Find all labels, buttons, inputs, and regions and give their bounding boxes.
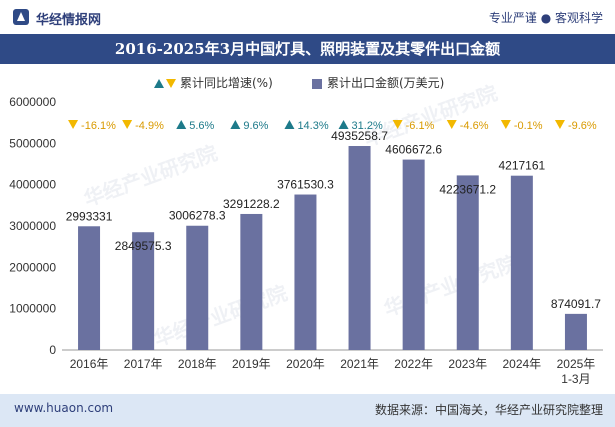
y-tick-label: 6000000 (9, 95, 56, 109)
growth-label: 14.3% (297, 120, 328, 132)
x-tick-label: 2018年 (178, 357, 217, 371)
growth-up-marker (338, 120, 349, 129)
slogan: 专业严谨 ● 客观科学 (488, 11, 603, 25)
bar-value-label: 3291228.2 (223, 197, 280, 211)
chart-title: 2016-2025年3月中国灯具、照明装置及其零件出口金额 (0, 34, 615, 64)
growth-label: -0.1% (514, 120, 543, 132)
bar (186, 225, 209, 350)
footer-site[interactable]: www.huaon.com (14, 401, 114, 415)
growth-label: 31.2% (352, 120, 383, 132)
x-tick-label: 2025年 (557, 357, 596, 371)
x-tick-label: 2020年 (286, 357, 325, 371)
x-tick-label: 2024年 (502, 357, 541, 371)
growth-down-marker (500, 120, 511, 129)
growth-label: 5.6% (189, 120, 214, 132)
bar (348, 146, 371, 350)
huajing-logo-icon (13, 9, 29, 25)
bar-value-label: 3761530.3 (277, 178, 334, 192)
legend-export: 累计出口金额(万美元) (312, 74, 444, 91)
bar (510, 175, 533, 350)
growth-down-marker (392, 120, 403, 129)
growth-label: -6.1% (406, 120, 435, 132)
bar (402, 159, 425, 350)
bar-value-label: 3006278.3 (169, 209, 226, 223)
growth-up-marker (230, 120, 241, 129)
bar-value-label: 4935258.7 (331, 129, 388, 143)
chart-legend: 累计同比增速(%) 累计出口金额(万美元) (0, 72, 615, 92)
triangle-down-icon (166, 79, 176, 88)
header-bar: 华经情报网 专业严谨 ● 客观科学 (0, 0, 615, 34)
bar-value-label: 4217161 (498, 159, 545, 173)
growth-label: -4.6% (460, 120, 489, 132)
legend-growth: 累计同比增速(%) (154, 74, 273, 91)
growth-up-marker (176, 120, 187, 129)
bar (294, 194, 317, 350)
bar (132, 232, 155, 350)
legend-bar-swatch (312, 78, 322, 89)
legend-growth-label: 累计同比增速(%) (180, 76, 273, 90)
y-tick-label: 2000000 (9, 260, 56, 274)
x-tick-label: 2022年 (394, 357, 433, 371)
growth-label: 9.6% (243, 120, 268, 132)
triangle-up-icon (154, 79, 164, 88)
x-tick-label: 2019年 (232, 357, 271, 371)
growth-label: -16.1% (81, 120, 116, 132)
y-tick-label: 5000000 (9, 136, 56, 150)
y-tick-label: 0 (49, 343, 56, 357)
y-tick-label: 3000000 (9, 219, 56, 233)
growth-label: -4.9% (135, 120, 164, 132)
growth-up-marker (284, 120, 295, 129)
y-tick-label: 1000000 (9, 302, 56, 316)
growth-down-marker (446, 120, 457, 129)
bar-value-label: 4606672.6 (385, 143, 442, 157)
footer-source: 数据来源：中国海关，华经产业研究院整理 (374, 403, 603, 417)
bar (240, 213, 263, 350)
bar (78, 226, 101, 350)
x-tick-label: 1-3月 (561, 372, 590, 386)
growth-down-marker (554, 120, 565, 129)
bar (564, 313, 587, 350)
y-tick-label: 4000000 (9, 178, 56, 192)
brand-name[interactable]: 华经情报网 (36, 13, 102, 28)
bar-value-label: 874091.7 (551, 297, 601, 311)
export-bar-chart: 0 1000000 2000000 3000000 4000000 5000000 6000… (9, 95, 603, 386)
bar-value-label: 2993331 (66, 209, 113, 223)
bar-value-label: 4223671.2 (439, 182, 496, 196)
x-tick-label: 2023年 (448, 357, 487, 371)
x-tick-label: 2021年 (340, 357, 379, 371)
x-tick-label: 2017年 (124, 357, 163, 371)
bar (456, 175, 479, 350)
x-tick-label: 2016年 (70, 357, 109, 371)
legend-export-label: 累计出口金额(万美元) (327, 76, 445, 90)
growth-down-marker (122, 120, 133, 129)
footer-bar: www.huaon.com 数据来源：中国海关，华经产业研究院整理 (0, 394, 615, 427)
bar-value-label: 2849575.3 (115, 239, 172, 253)
growth-down-marker (68, 120, 79, 129)
growth-label: -9.6% (568, 120, 597, 132)
